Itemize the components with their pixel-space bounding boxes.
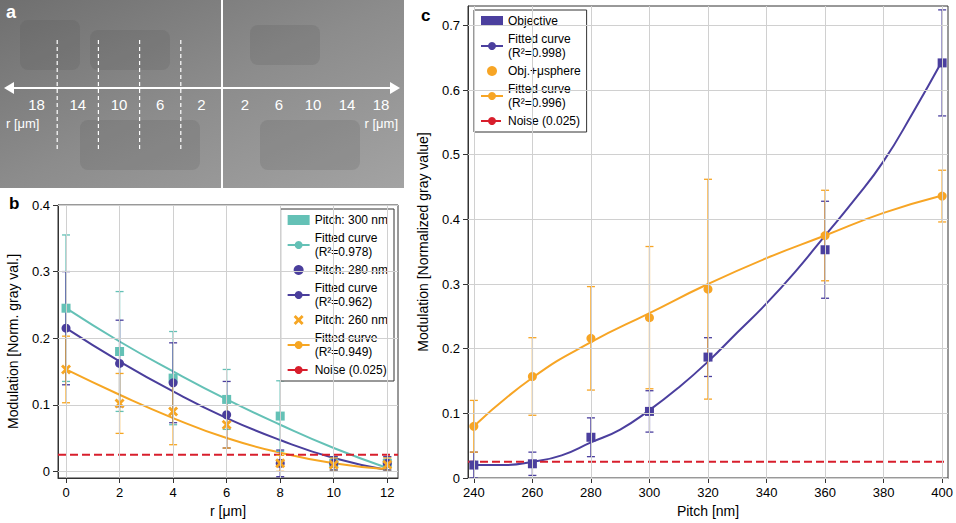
svg-text:240: 240: [463, 485, 485, 500]
svg-text:Fitted curve: Fitted curve: [314, 331, 378, 345]
svg-text:Pitch: 260 nm: Pitch: 260 nm: [315, 313, 388, 327]
svg-text:Modulation [Norm. gray val.]: Modulation [Norm. gray val.]: [5, 254, 21, 429]
svg-text:a: a: [6, 2, 17, 22]
svg-text:300: 300: [639, 485, 661, 500]
svg-text:0: 0: [62, 485, 69, 500]
svg-text:Pitch: 280 nm: Pitch: 280 nm: [315, 263, 388, 277]
svg-text:14: 14: [69, 96, 86, 113]
svg-text:0.5: 0.5: [442, 147, 460, 162]
svg-text:10: 10: [305, 96, 322, 113]
svg-text:2: 2: [241, 96, 249, 113]
svg-text:0.3: 0.3: [442, 277, 460, 292]
svg-text:0.2: 0.2: [442, 341, 460, 356]
svg-text:0: 0: [43, 464, 50, 479]
svg-text:r [μm]: r [μm]: [365, 116, 398, 131]
svg-text:(R²=0.949): (R²=0.949): [315, 345, 373, 359]
svg-text:280: 280: [580, 485, 602, 500]
svg-text:380: 380: [873, 485, 895, 500]
svg-text:6: 6: [223, 485, 230, 500]
svg-text:r [μm]: r [μm]: [210, 503, 246, 519]
svg-text:Modulation [Normalized gray va: Modulation [Normalized gray value]: [415, 132, 431, 351]
svg-text:0.2: 0.2: [32, 331, 50, 346]
svg-text:360: 360: [814, 485, 836, 500]
svg-text:(R²=0.978): (R²=0.978): [315, 245, 373, 259]
svg-text:14: 14: [339, 96, 356, 113]
svg-text:r [μm]: r [μm]: [6, 116, 39, 131]
svg-text:320: 320: [697, 485, 719, 500]
svg-text:Noise (0.025): Noise (0.025): [315, 363, 387, 377]
svg-text:Fitted curve: Fitted curve: [508, 32, 571, 46]
svg-text:0.1: 0.1: [442, 406, 460, 421]
svg-text:(R²=0.962): (R²=0.962): [315, 295, 373, 309]
svg-text:0.7: 0.7: [442, 18, 460, 33]
svg-text:10: 10: [111, 96, 128, 113]
svg-text:Obj.+μsphere: Obj.+μsphere: [508, 64, 581, 78]
svg-text:260: 260: [522, 485, 544, 500]
svg-text:340: 340: [756, 485, 778, 500]
svg-text:Pitch: 300 nm: Pitch: 300 nm: [315, 213, 388, 227]
svg-text:0.1: 0.1: [32, 397, 50, 412]
svg-text:0.4: 0.4: [442, 212, 460, 227]
svg-text:(R²=0.998): (R²=0.998): [508, 46, 566, 60]
svg-text:10: 10: [327, 485, 341, 500]
svg-text:4: 4: [170, 485, 177, 500]
svg-text:0.6: 0.6: [442, 83, 460, 98]
svg-text:Objective: Objective: [508, 14, 558, 28]
svg-text:0.3: 0.3: [32, 264, 50, 279]
svg-text:12: 12: [380, 485, 394, 500]
svg-text:b: b: [9, 194, 19, 213]
svg-text:18: 18: [28, 96, 45, 113]
svg-text:0: 0: [453, 471, 460, 486]
svg-text:Fitted curve: Fitted curve: [315, 281, 378, 295]
svg-text:400: 400: [931, 485, 953, 500]
svg-text:6: 6: [156, 96, 164, 113]
svg-text:18: 18: [373, 96, 390, 113]
svg-text:Fitted curve: Fitted curve: [508, 82, 571, 96]
svg-text:c: c: [421, 6, 430, 25]
svg-text:8: 8: [277, 485, 284, 500]
svg-text:0.4: 0.4: [32, 198, 50, 213]
svg-text:2: 2: [116, 485, 123, 500]
svg-text:Pitch [nm]: Pitch [nm]: [677, 503, 739, 519]
svg-text:Fitted curve: Fitted curve: [315, 231, 378, 245]
svg-text:6: 6: [275, 96, 283, 113]
svg-text:(R²=0.996): (R²=0.996): [508, 96, 566, 110]
svg-text:2: 2: [197, 96, 205, 113]
svg-text:Noise (0.025): Noise (0.025): [508, 114, 580, 128]
